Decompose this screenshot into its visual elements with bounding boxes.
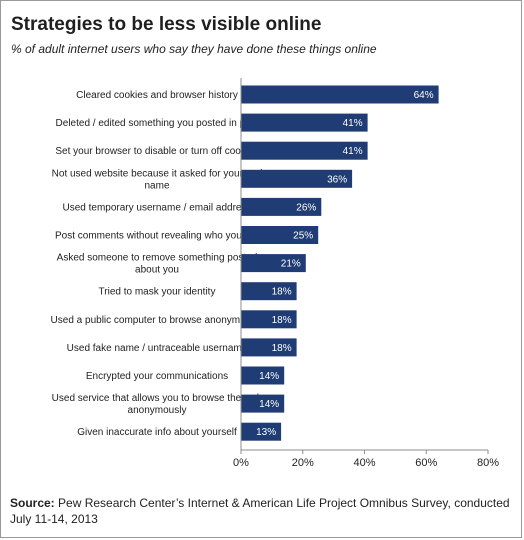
category-label: anonymously — [128, 405, 187, 416]
source-text: Pew Research Center’s Internet & America… — [10, 496, 510, 526]
category-label: Used service that allows you to browse t… — [52, 393, 263, 404]
bar-value-label: 25% — [293, 231, 313, 242]
source-label: Source: — [10, 496, 55, 510]
bar — [241, 254, 306, 273]
category-label: Encrypted your communications — [86, 371, 228, 382]
category-label: Not used website because it asked for yo… — [52, 168, 263, 179]
chart-subtitle: % of adult internet users who say they h… — [11, 42, 377, 56]
x-tick-label: 40% — [353, 457, 375, 469]
x-axis: 0% 20% 40% 60% 80% — [233, 78, 499, 469]
category-labels: Cleared cookies and browser history Delet… — [51, 90, 264, 438]
bar — [241, 338, 297, 357]
bar — [241, 141, 368, 160]
x-tick-label: 0% — [233, 457, 249, 469]
bar-value-label: 64% — [414, 90, 434, 101]
category-label: Deleted / edited something you posted in… — [56, 118, 259, 129]
bar — [241, 226, 319, 244]
bar — [241, 85, 439, 104]
value-labels: 64% 41% 41% 36% 26% 25% 21% 18% 18% 18% 14% 14% 13% — [256, 90, 434, 438]
bar-value-label: 18% — [272, 287, 292, 298]
bar — [241, 197, 322, 216]
bar — [241, 113, 368, 132]
bar-value-label: 14% — [259, 399, 279, 410]
bar-value-label: 13% — [256, 427, 276, 438]
category-label: Set your browser to disable or turn off … — [55, 146, 258, 157]
bar-value-label: 41% — [343, 118, 363, 129]
bar — [241, 394, 285, 413]
category-label: Post comments without revealing who you … — [55, 231, 259, 242]
bar-chart: Cleared cookies and browser history Delet… — [51, 78, 499, 469]
bar-value-label: 14% — [259, 371, 279, 382]
source-note: Source: Pew Research Center’s Internet &… — [10, 495, 510, 527]
bar-value-label: 18% — [272, 315, 292, 326]
bar-value-label: 36% — [327, 174, 347, 185]
bar-value-label: 21% — [281, 259, 301, 270]
category-label: name — [144, 180, 169, 191]
bar — [241, 310, 297, 329]
bar — [241, 366, 285, 385]
category-label: Tried to mask your identity — [99, 287, 216, 298]
x-tick-label: 20% — [292, 457, 314, 469]
bar — [241, 169, 353, 188]
chart-title: Strategies to be less visible online — [11, 14, 322, 35]
bar-value-label: 18% — [272, 343, 292, 354]
bar — [241, 282, 297, 301]
category-label: Used fake name / untraceable username — [67, 343, 248, 354]
category-label: about you — [135, 265, 179, 276]
bar — [241, 422, 282, 441]
bar-value-label: 26% — [296, 202, 316, 213]
category-label: Used temporary username / email address — [63, 202, 252, 213]
category-label: Asked someone to remove something posted — [57, 253, 258, 264]
category-label: Given inaccurate info about yourself — [77, 427, 237, 438]
x-tick-label: 60% — [415, 457, 437, 469]
bars — [241, 85, 439, 441]
category-label: Cleared cookies and browser history — [76, 90, 238, 101]
x-tick-label: 80% — [477, 457, 499, 469]
bar-value-label: 41% — [343, 146, 363, 157]
category-label: Used a public computer to browse anonymo… — [51, 315, 264, 326]
